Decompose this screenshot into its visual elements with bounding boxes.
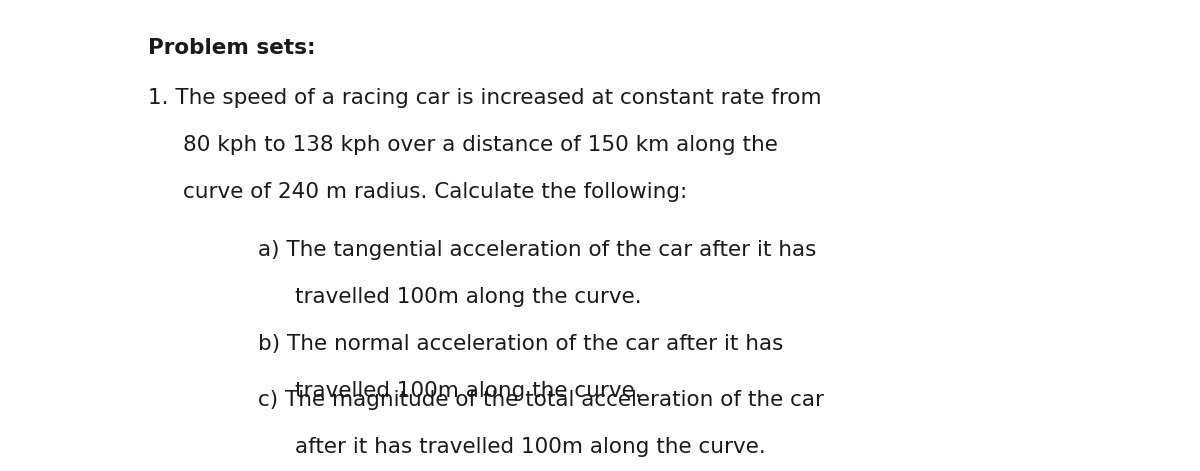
Text: travelled 100m along the curve.: travelled 100m along the curve. <box>295 381 642 401</box>
Text: travelled 100m along the curve.: travelled 100m along the curve. <box>295 287 642 307</box>
Text: curve of 240 m radius. Calculate the following:: curve of 240 m radius. Calculate the fol… <box>182 182 688 202</box>
Text: 80 kph to 138 kph over a distance of 150 km along the: 80 kph to 138 kph over a distance of 150… <box>182 135 778 155</box>
Text: a) The tangential acceleration of the car after it has: a) The tangential acceleration of the ca… <box>258 240 816 260</box>
Text: c) The magnitude of the total acceleration of the car: c) The magnitude of the total accelerati… <box>258 390 824 410</box>
Text: after it has travelled 100m along the curve.: after it has travelled 100m along the cu… <box>295 437 766 457</box>
Text: Problem sets:: Problem sets: <box>148 38 316 58</box>
Text: b) The normal acceleration of the car after it has: b) The normal acceleration of the car af… <box>258 334 784 354</box>
Text: 1. The speed of a racing car is increased at constant rate from: 1. The speed of a racing car is increase… <box>148 88 822 108</box>
